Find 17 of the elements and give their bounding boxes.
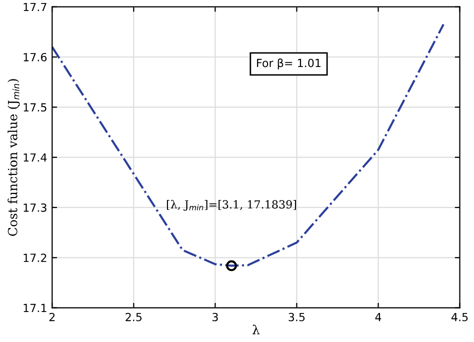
- y-tick-label: 17.5: [24, 103, 46, 112]
- y-tick-label: 17.6: [24, 52, 47, 62]
- y-tick-label: 17.1: [24, 304, 46, 312]
- y-axis-title: Cost function value (J$_{min}$): [8, 79, 20, 236]
- y-tick-label: 17.7: [24, 2, 46, 12]
- y-tick-label: 17.3: [24, 203, 46, 212]
- annotation: [λ, J$_{min}$]=[3.1, 17.1839]: [166, 200, 296, 211]
- x-axis-title: λ: [252, 324, 260, 334]
- x-tick-label: 2: [49, 312, 55, 322]
- y-tick-label: 17.2: [24, 254, 46, 262]
- x-tick-label: 2.5: [126, 312, 142, 322]
- y-tick-label: 17.4: [24, 153, 47, 162]
- x-tick-label: 3.5: [288, 312, 305, 322]
- x-tick-label: 3: [212, 312, 218, 322]
- x-tick-label: 4: [375, 313, 382, 322]
- annotation: For β= 1.01: [257, 58, 320, 70]
- x-tick-label: 4.5: [451, 313, 468, 322]
